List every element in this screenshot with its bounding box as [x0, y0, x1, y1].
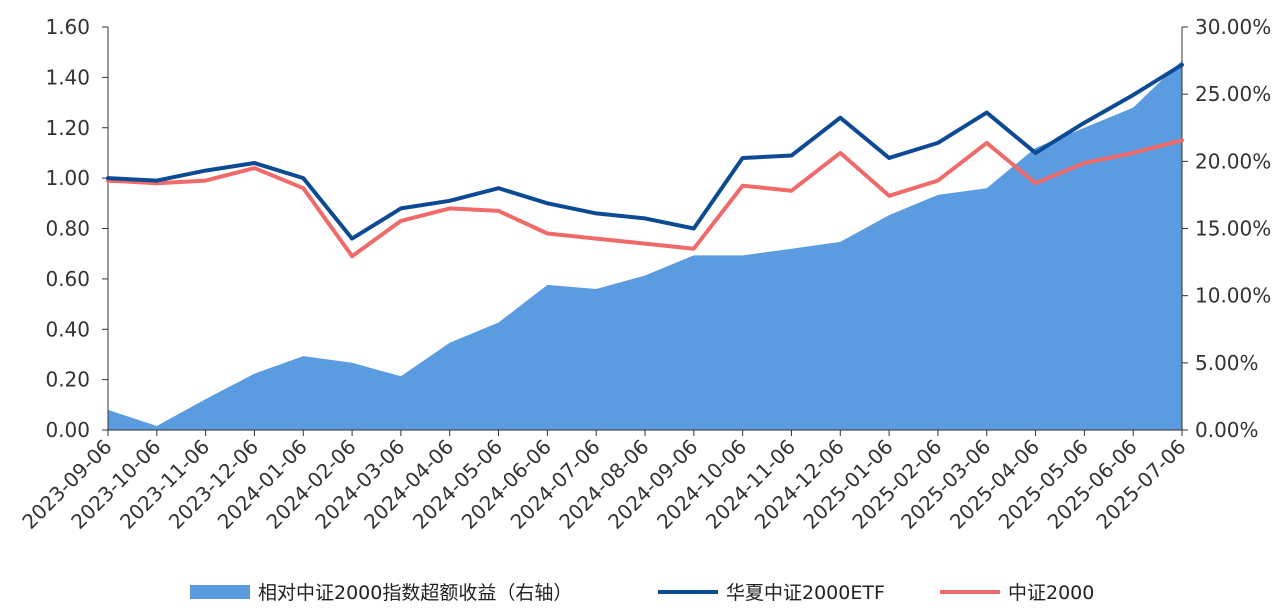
right-axis-tick-label: 30.00% [1195, 15, 1271, 39]
excess-return-area [108, 60, 1182, 430]
left-axis-tick-label: 1.60 [45, 15, 90, 39]
left-axis-tick-label: 1.20 [45, 116, 90, 140]
left-axis-tick-label: 1.40 [45, 65, 90, 89]
legend-index-label: 中证2000 [1008, 582, 1094, 604]
left-axis-tick-label: 0.60 [45, 267, 90, 291]
left-axis-tick-label: 0.40 [45, 317, 90, 341]
right-axis-tick-label: 5.00% [1195, 351, 1259, 375]
left-axis-tick-label: 0.80 [45, 217, 90, 241]
right-axis-tick-label: 20.00% [1195, 149, 1271, 173]
right-axis-tick-label: 10.00% [1195, 284, 1271, 308]
right-axis-tick-label: 25.00% [1195, 82, 1271, 106]
legend-etf-label: 华夏中证2000ETF [726, 582, 885, 604]
left-axis-tick-label: 0.00 [45, 418, 90, 442]
index-series-line [106, 138, 1184, 259]
right-axis-tick-label: 15.00% [1195, 217, 1271, 241]
right-axis-tick-label: 0.00% [1195, 418, 1259, 442]
legend-excess-return-label: 相对中证2000指数超额收益（右轴） [258, 582, 572, 604]
etf-series-line [106, 62, 1184, 241]
left-axis-tick-label: 1.00 [45, 166, 90, 190]
legend-excess-return-swatch [190, 585, 250, 599]
left-axis-tick-label: 0.20 [45, 368, 90, 392]
